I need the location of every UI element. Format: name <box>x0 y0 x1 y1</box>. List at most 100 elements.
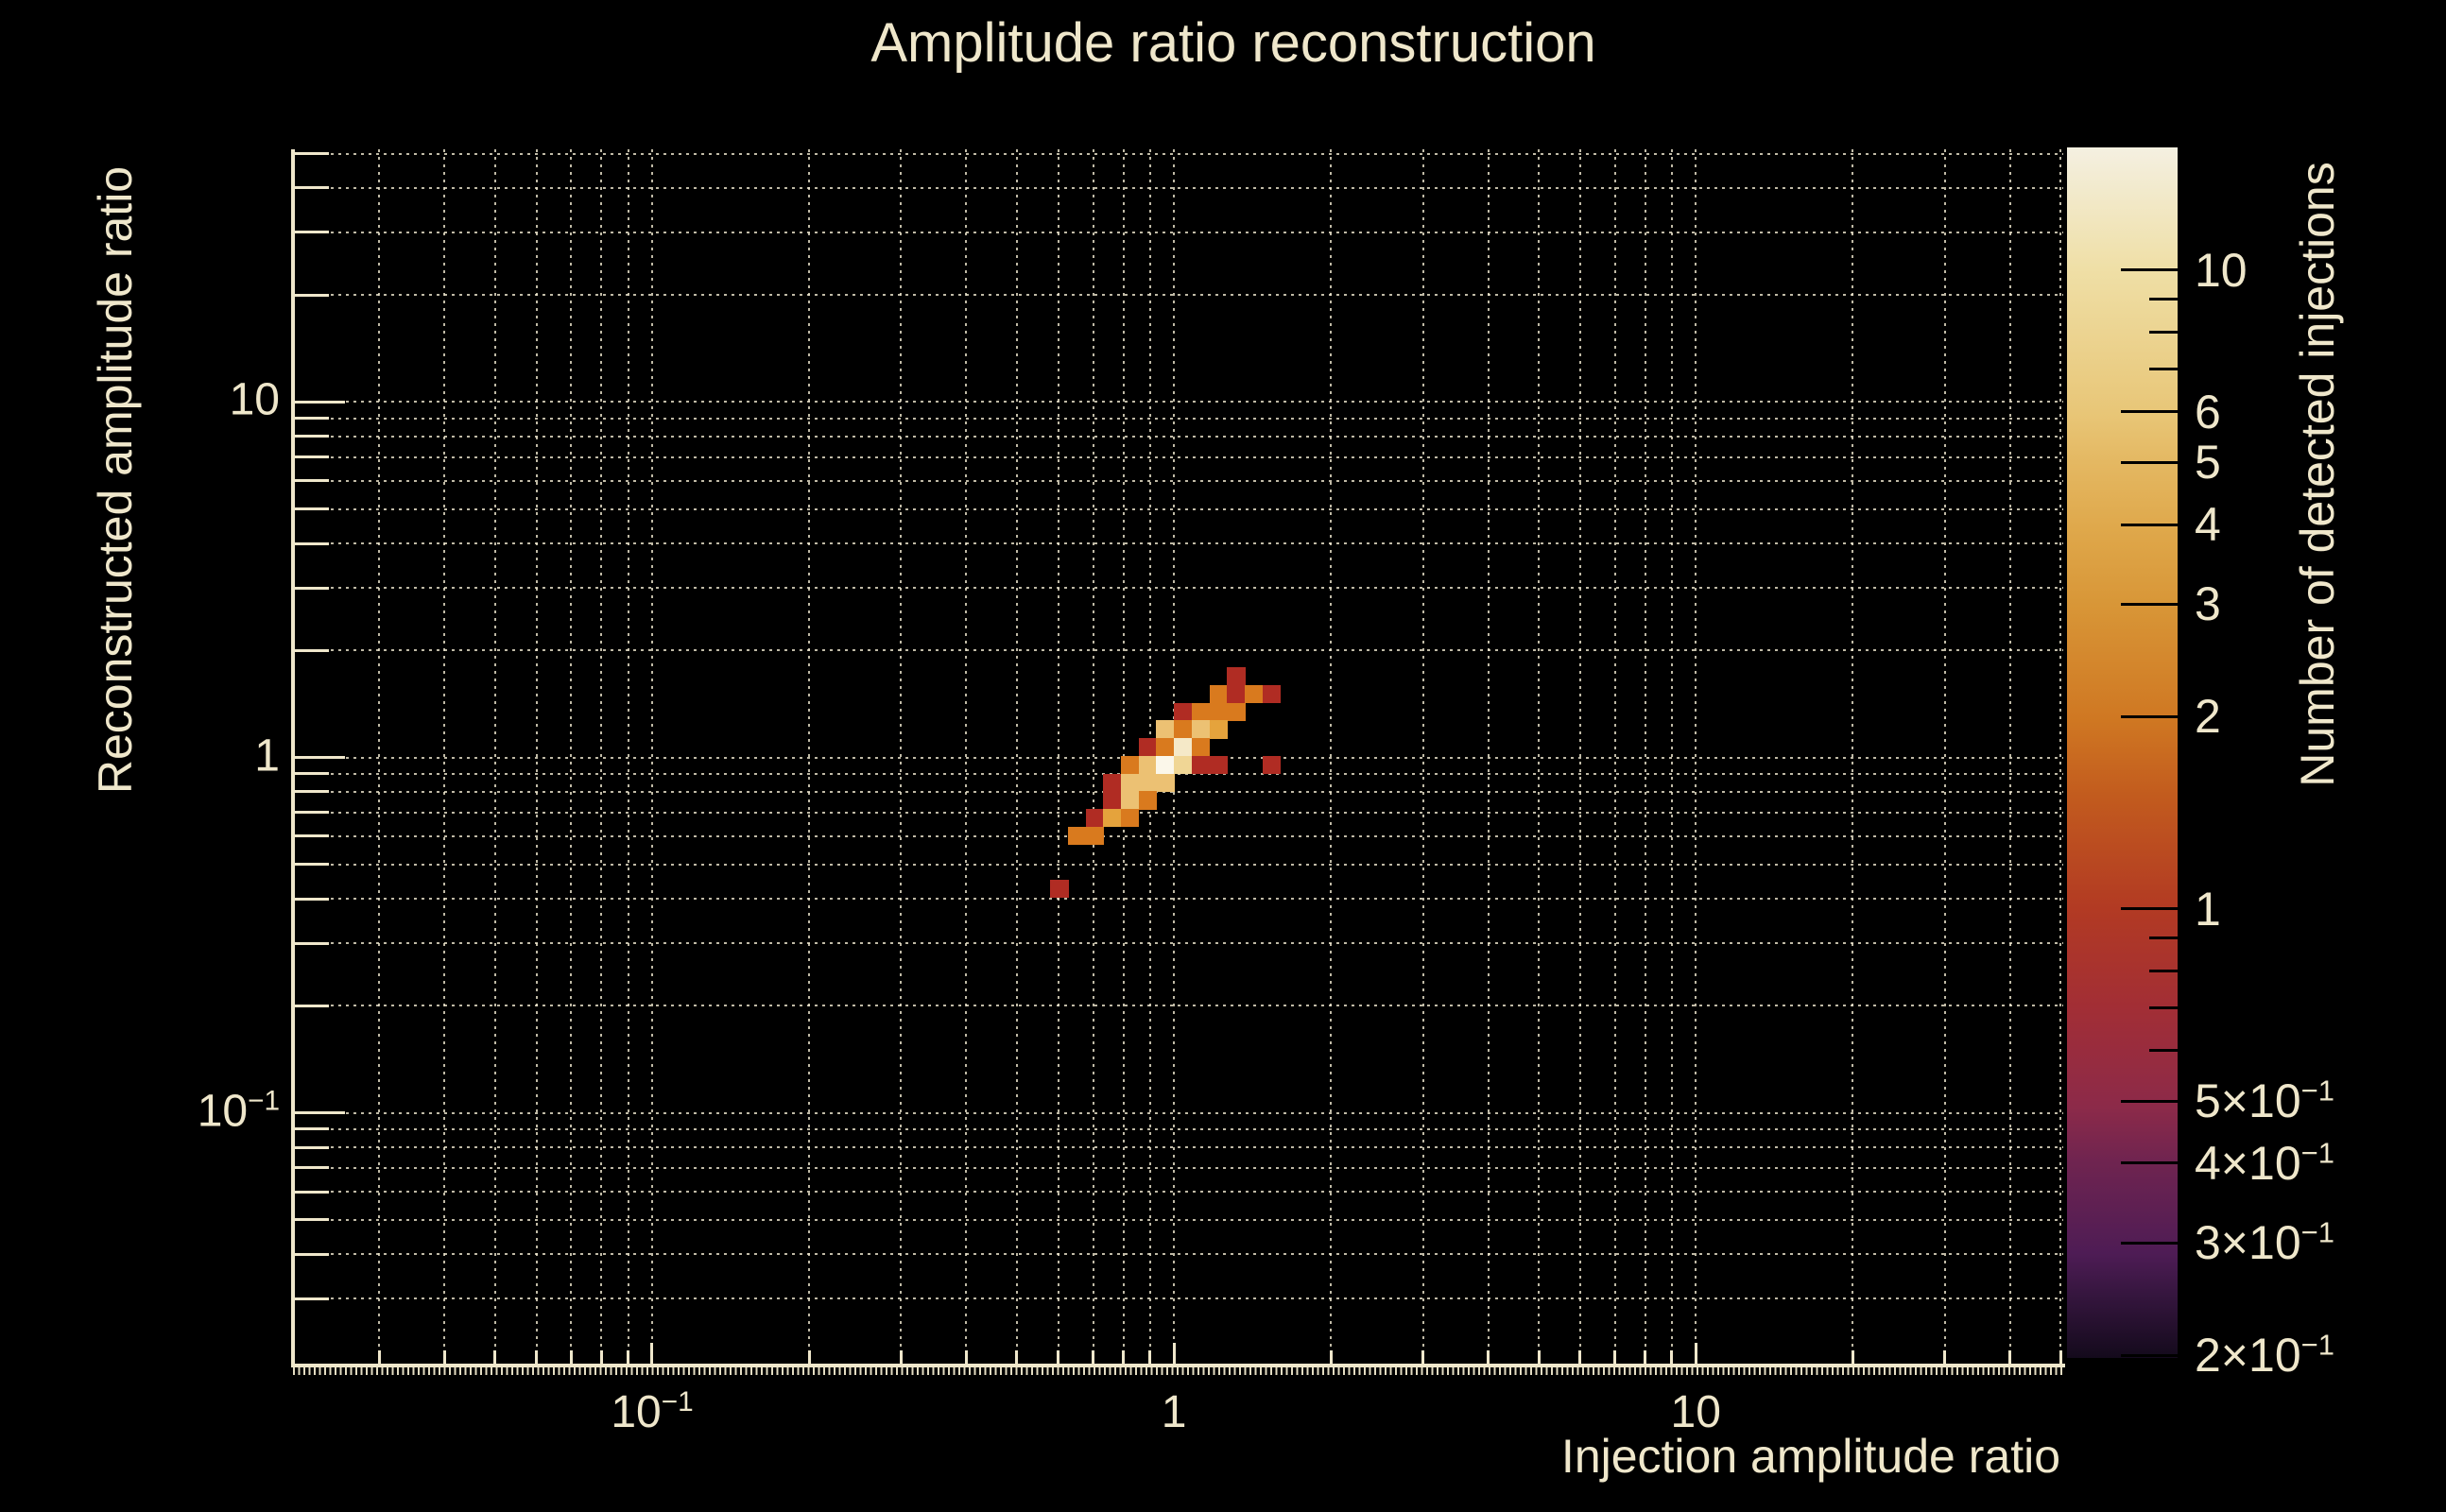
colorbar-tick-label: 10 <box>2195 243 2248 297</box>
x-axis-tick <box>569 1350 573 1364</box>
grid-line-x <box>1421 149 1424 1364</box>
grid-line-y <box>293 542 2063 545</box>
y-axis-tick <box>293 152 329 155</box>
y-axis-tick <box>293 811 329 815</box>
heatmap-bin <box>1191 720 1211 739</box>
y-axis-tick <box>293 186 329 190</box>
x-axis-tick <box>964 1350 968 1364</box>
grid-line-y <box>293 186 2063 189</box>
grid-line-y <box>293 834 2063 837</box>
grid-line-y <box>293 231 2063 233</box>
heatmap-bin <box>1103 791 1122 810</box>
colorbar-tick <box>2121 268 2178 272</box>
grid-line-x <box>1670 149 1673 1364</box>
grid-line-x <box>1487 149 1490 1364</box>
colorbar-tick <box>2121 1241 2178 1245</box>
y-axis-tick <box>293 231 329 234</box>
grid-line-x <box>570 149 573 1364</box>
heatmap-bin <box>1174 738 1193 757</box>
y-axis-tick <box>293 1145 329 1149</box>
heatmap-bin <box>1156 720 1175 739</box>
y-axis-tick <box>293 1166 329 1170</box>
y-axis-tick <box>293 1111 345 1115</box>
grid-line-y <box>293 1253 2063 1256</box>
y-axis-tick <box>293 1004 329 1007</box>
y-axis-tick <box>293 1218 329 1222</box>
colorbar-tick <box>2149 1049 2178 1053</box>
x-axis-tick <box>1148 1350 1152 1364</box>
heatmap-bin <box>1103 808 1122 828</box>
colorbar-tick-label: 5 <box>2195 436 2221 490</box>
x-axis-tick <box>1537 1350 1541 1364</box>
x-axis-tick <box>650 1343 654 1364</box>
colorbar-tick <box>2149 970 2178 972</box>
heatmap-bin <box>1262 755 1281 775</box>
x-axis-tick <box>1943 1350 1947 1364</box>
x-axis-tick <box>599 1350 603 1364</box>
colorbar-tick-label: 4×10−1 <box>2195 1136 2334 1190</box>
colorbar-tick <box>2149 1006 2178 1010</box>
x-axis-tick <box>1578 1350 1582 1364</box>
heatmap-bin <box>1191 702 1211 722</box>
heatmap-bin <box>1209 702 1228 722</box>
heatmap-bin <box>1174 755 1193 775</box>
grid-line-y <box>293 401 2063 404</box>
grid-line-y <box>293 790 2063 793</box>
grid-line-y <box>293 507 2063 510</box>
heatmap-bin <box>1121 791 1140 810</box>
y-axis-line <box>291 149 295 1367</box>
y-axis-tick <box>293 586 329 590</box>
grid-line-x <box>1330 149 1333 1364</box>
grid-line-y <box>293 649 2063 652</box>
grid-line-x <box>1057 149 1059 1364</box>
colorbar-tick-label: 5×10−1 <box>2195 1074 2334 1128</box>
grid-line-y <box>293 811 2063 814</box>
grid-line-x <box>1578 149 1581 1364</box>
grid-line-x <box>378 149 381 1364</box>
x-axis-tick <box>1421 1350 1425 1364</box>
y-axis-tick <box>293 1190 329 1194</box>
y-axis-tick <box>293 1297 329 1300</box>
x-tick-label: 10 <box>1670 1387 1721 1437</box>
y-axis-tick <box>293 293 329 297</box>
y-axis-tick <box>293 756 345 760</box>
x-axis-tick <box>1613 1350 1617 1364</box>
grid-line-y <box>293 587 2063 590</box>
heatmap-bin <box>1156 773 1175 792</box>
grid-line-y <box>293 435 2063 438</box>
colorbar-tick-label: 2×10−1 <box>2195 1328 2334 1383</box>
heatmap-bin <box>1138 791 1158 810</box>
x-axis-tick <box>1670 1350 1674 1364</box>
heatmap-bin <box>1227 685 1246 704</box>
grid-line-y <box>293 1191 2063 1194</box>
heatmap-bin <box>1209 720 1228 739</box>
colorbar-tick-label: 3 <box>2195 577 2221 631</box>
heatmap-bin <box>1209 685 1228 704</box>
y-axis-tick <box>293 941 329 945</box>
heatmap-bin <box>1085 808 1104 828</box>
x-axis-tick <box>442 1350 446 1364</box>
y-axis-tick <box>293 435 329 438</box>
heatmap-bin <box>1262 685 1281 704</box>
colorbar <box>2067 147 2178 1358</box>
colorbar-tick <box>2121 907 2178 911</box>
grid-line-x <box>627 149 629 1364</box>
heatmap-bin <box>1191 755 1211 775</box>
grid-line-x <box>1943 149 1946 1364</box>
heatmap-bin <box>1050 879 1069 899</box>
colorbar-tick-label: 4 <box>2195 498 2221 551</box>
heatmap-bin <box>1121 808 1140 828</box>
y-axis-tick <box>293 541 329 545</box>
heatmap-bin <box>1121 773 1140 792</box>
colorbar-tick <box>2121 602 2178 606</box>
grid-line-y <box>293 417 2063 420</box>
heatmap-bin <box>1121 755 1140 775</box>
y-tick-label: 10 <box>229 374 280 425</box>
grid-line-x <box>535 149 538 1364</box>
heatmap-bin <box>1138 755 1158 775</box>
x-axis-tick <box>1644 1350 1647 1364</box>
grid-line-y <box>293 863 2063 866</box>
figure-title: Amplitude ratio reconstruction <box>870 12 1596 74</box>
colorbar-tick-label: 3×10−1 <box>2195 1215 2334 1270</box>
